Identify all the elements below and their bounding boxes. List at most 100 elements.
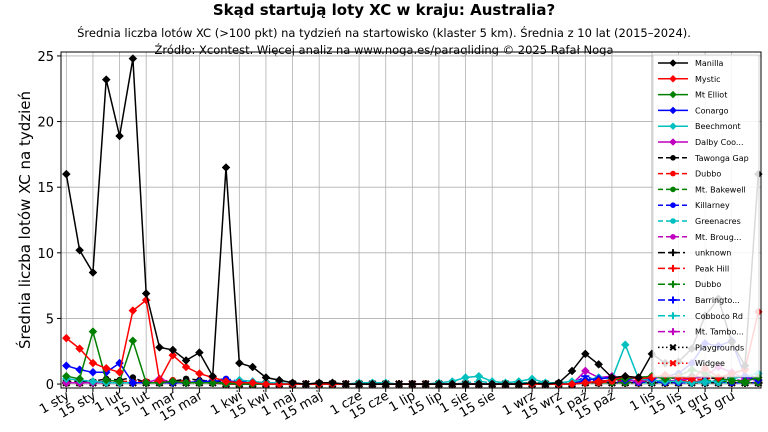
legend-label: Greenacres [695,217,741,226]
legend-item[interactable]: Dubbo [658,280,721,289]
legend-box [652,54,760,378]
data-point [101,363,111,373]
data-point [580,349,590,359]
data-point [141,295,151,305]
data-point [141,378,151,388]
data-point [75,344,84,353]
legend-item[interactable]: unknown [658,249,731,258]
data-point [128,54,138,63]
legend[interactable]: Manilla Mystic Mt Elliot Conargo Beechmont Da… [652,54,760,378]
data-point [128,378,138,388]
data-point [88,377,98,386]
data-point [700,377,710,386]
legend-label: Manilla [695,59,724,68]
legend-label: Cobboco Rd [695,312,743,321]
data-point [181,362,191,372]
y-axis: 0 5 10 15 20 25 [37,50,61,393]
legend-item[interactable]: Beechmont [658,122,741,131]
data-point [580,366,590,376]
legend-label: Dubbo [695,170,721,179]
data-point [88,327,98,336]
data-point [195,378,204,388]
data-point [88,367,98,377]
data-point [248,362,257,372]
legend-marker [669,90,677,99]
data-point [314,378,324,388]
legend-label: Mt. Tambo... [695,328,744,337]
data-point [61,371,71,381]
y-tick-label: 20 [37,116,54,131]
legend-item[interactable]: Mystic [658,75,721,84]
data-point [274,375,284,385]
legend-item[interactable]: Mt. Bakewell [658,185,746,194]
legend-label: Mystic [695,75,721,84]
data-point [75,374,84,384]
data-point [567,366,577,376]
data-point [634,373,643,382]
data-point [234,378,244,388]
legend-item[interactable]: Dalby Coo... [658,138,744,147]
data-point [168,345,178,355]
legend-marker [669,264,677,272]
data-point [740,377,750,386]
data-point [234,358,244,368]
data-point [115,377,124,386]
legend-item[interactable]: Peak Hill [658,264,729,273]
y-tick-label: 0 [46,378,54,393]
legend-item[interactable]: Tawonga Gap [658,154,749,163]
legend-label: Widgee [695,359,725,368]
data-point [75,245,84,255]
legend-marker [670,186,676,193]
legend-marker [669,359,677,367]
data-point [168,377,178,386]
legend-marker [670,218,676,224]
data-point [61,333,71,343]
legend-label: Dubbo [695,280,721,289]
data-point [155,342,164,352]
legend-label: Dalby Coo... [695,138,744,147]
legend-marker [669,280,677,288]
legend-marker [669,138,677,146]
legend-item[interactable]: Mt. Broug... [658,233,741,242]
legend-item[interactable]: Conargo [658,106,729,115]
data-point [155,375,164,385]
data-point [115,131,124,141]
y-tick-label: 25 [37,50,54,65]
legend-label: Barringto... [695,296,740,305]
legend-label: Mt. Bakewell [695,185,746,194]
data-point [221,377,231,386]
legend-label: Playgrounds [695,343,744,352]
legend-item[interactable]: Barringto... [658,296,740,305]
legend-marker [670,155,676,161]
data-point [607,373,617,382]
legend-marker [670,170,676,177]
data-point [195,348,204,357]
data-point [128,336,138,346]
legend-marker [669,343,677,351]
legend-item[interactable]: Playgrounds [658,343,744,352]
chart-source-note: Źródło: Xcontest. Więcej analiz na www.n… [154,43,614,57]
legend-item[interactable]: Greenacres [658,217,741,226]
data-point [208,378,218,388]
data-point [88,358,98,368]
legend-item[interactable]: Cobboco Rd [658,312,743,321]
legend-marker [669,59,677,67]
data-point [620,371,630,381]
data-point [727,375,737,385]
legend-item[interactable]: Widgee [658,359,725,368]
data-point [141,289,151,298]
data-point [181,378,191,388]
legend-item[interactable]: Mt Elliot [658,91,727,100]
legend-marker [670,234,676,240]
data-point [181,356,191,365]
legend-item[interactable]: Dubbo [658,170,721,179]
data-point [101,375,111,385]
legend-item[interactable]: Manilla [658,59,724,68]
legend-item[interactable]: Killarney [658,201,730,210]
plot-frame [60,51,762,389]
data-point [620,340,630,350]
legend-item[interactable]: Mt. Tambo... [658,328,744,337]
legend-marker [669,296,677,304]
